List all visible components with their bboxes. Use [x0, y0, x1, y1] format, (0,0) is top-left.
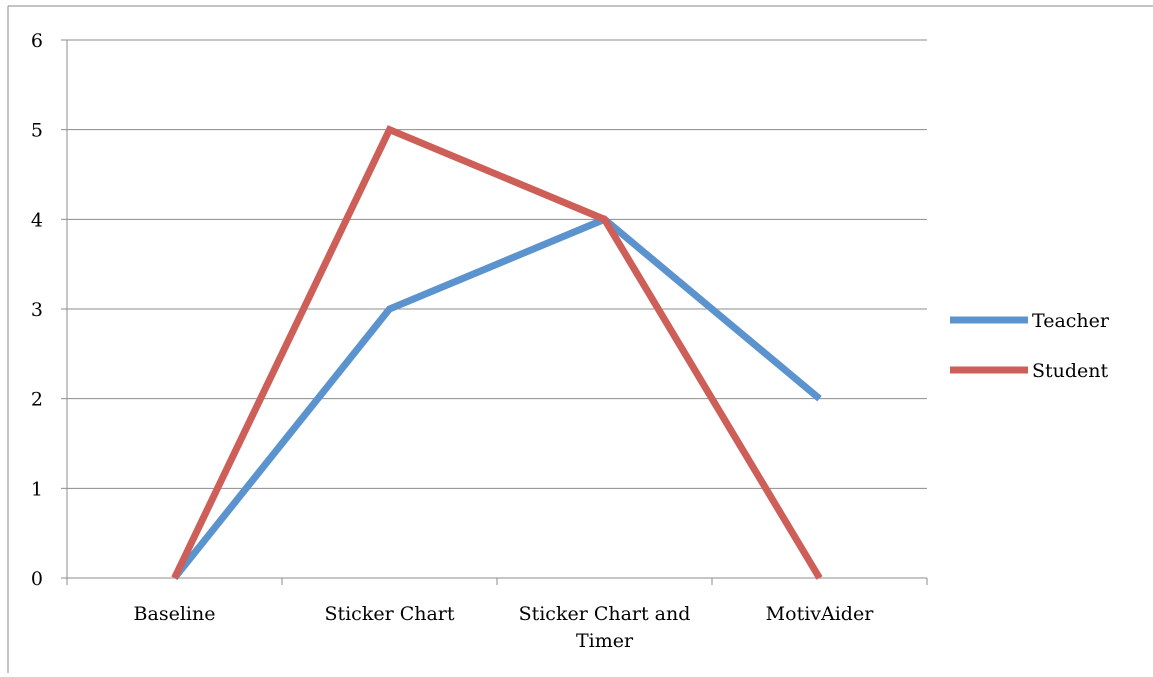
x-tick-label: Sticker Chart and Timer	[519, 603, 691, 652]
x-tick-label: Sticker Chart	[324, 603, 454, 625]
legend-label-teacher: Teacher	[1032, 310, 1110, 332]
x-tick-label-line: MotivAider	[766, 603, 875, 625]
y-tick-label: 6	[31, 30, 43, 52]
series-line-teacher	[171, 215, 822, 581]
legend: Teacher Student	[950, 310, 1110, 382]
y-tick-label: 1	[31, 478, 43, 500]
gridlines	[67, 39, 927, 489]
series-line-student	[171, 125, 823, 580]
y-tick-label: 4	[31, 209, 43, 231]
y-tick-label: 3	[31, 299, 43, 321]
series-lines	[171, 125, 823, 581]
x-tick-label-line: Sticker Chart and	[519, 603, 691, 625]
legend-label-student: Student	[1032, 360, 1109, 382]
data-point-student	[174, 577, 175, 579]
axes: 0 1 2 3 4 5 6 Baseline Sticker Chart Sticker Char…	[31, 30, 928, 652]
y-tick-label: 0	[31, 568, 43, 590]
y-tick-label: 2	[31, 389, 43, 411]
data-point-student	[389, 129, 390, 131]
x-tick-label: MotivAider	[766, 603, 875, 625]
y-tick-label: 5	[31, 120, 43, 142]
x-tick-label-line: Timer	[576, 630, 634, 652]
x-tick-label-line: Sticker Chart	[324, 603, 454, 625]
x-tick-label-line: Baseline	[134, 603, 216, 625]
data-point-student	[604, 218, 605, 220]
data-point-teacher	[819, 398, 820, 400]
data-point-teacher	[389, 308, 390, 310]
data-point-student	[819, 577, 820, 579]
x-tick-label: Baseline	[134, 603, 216, 625]
